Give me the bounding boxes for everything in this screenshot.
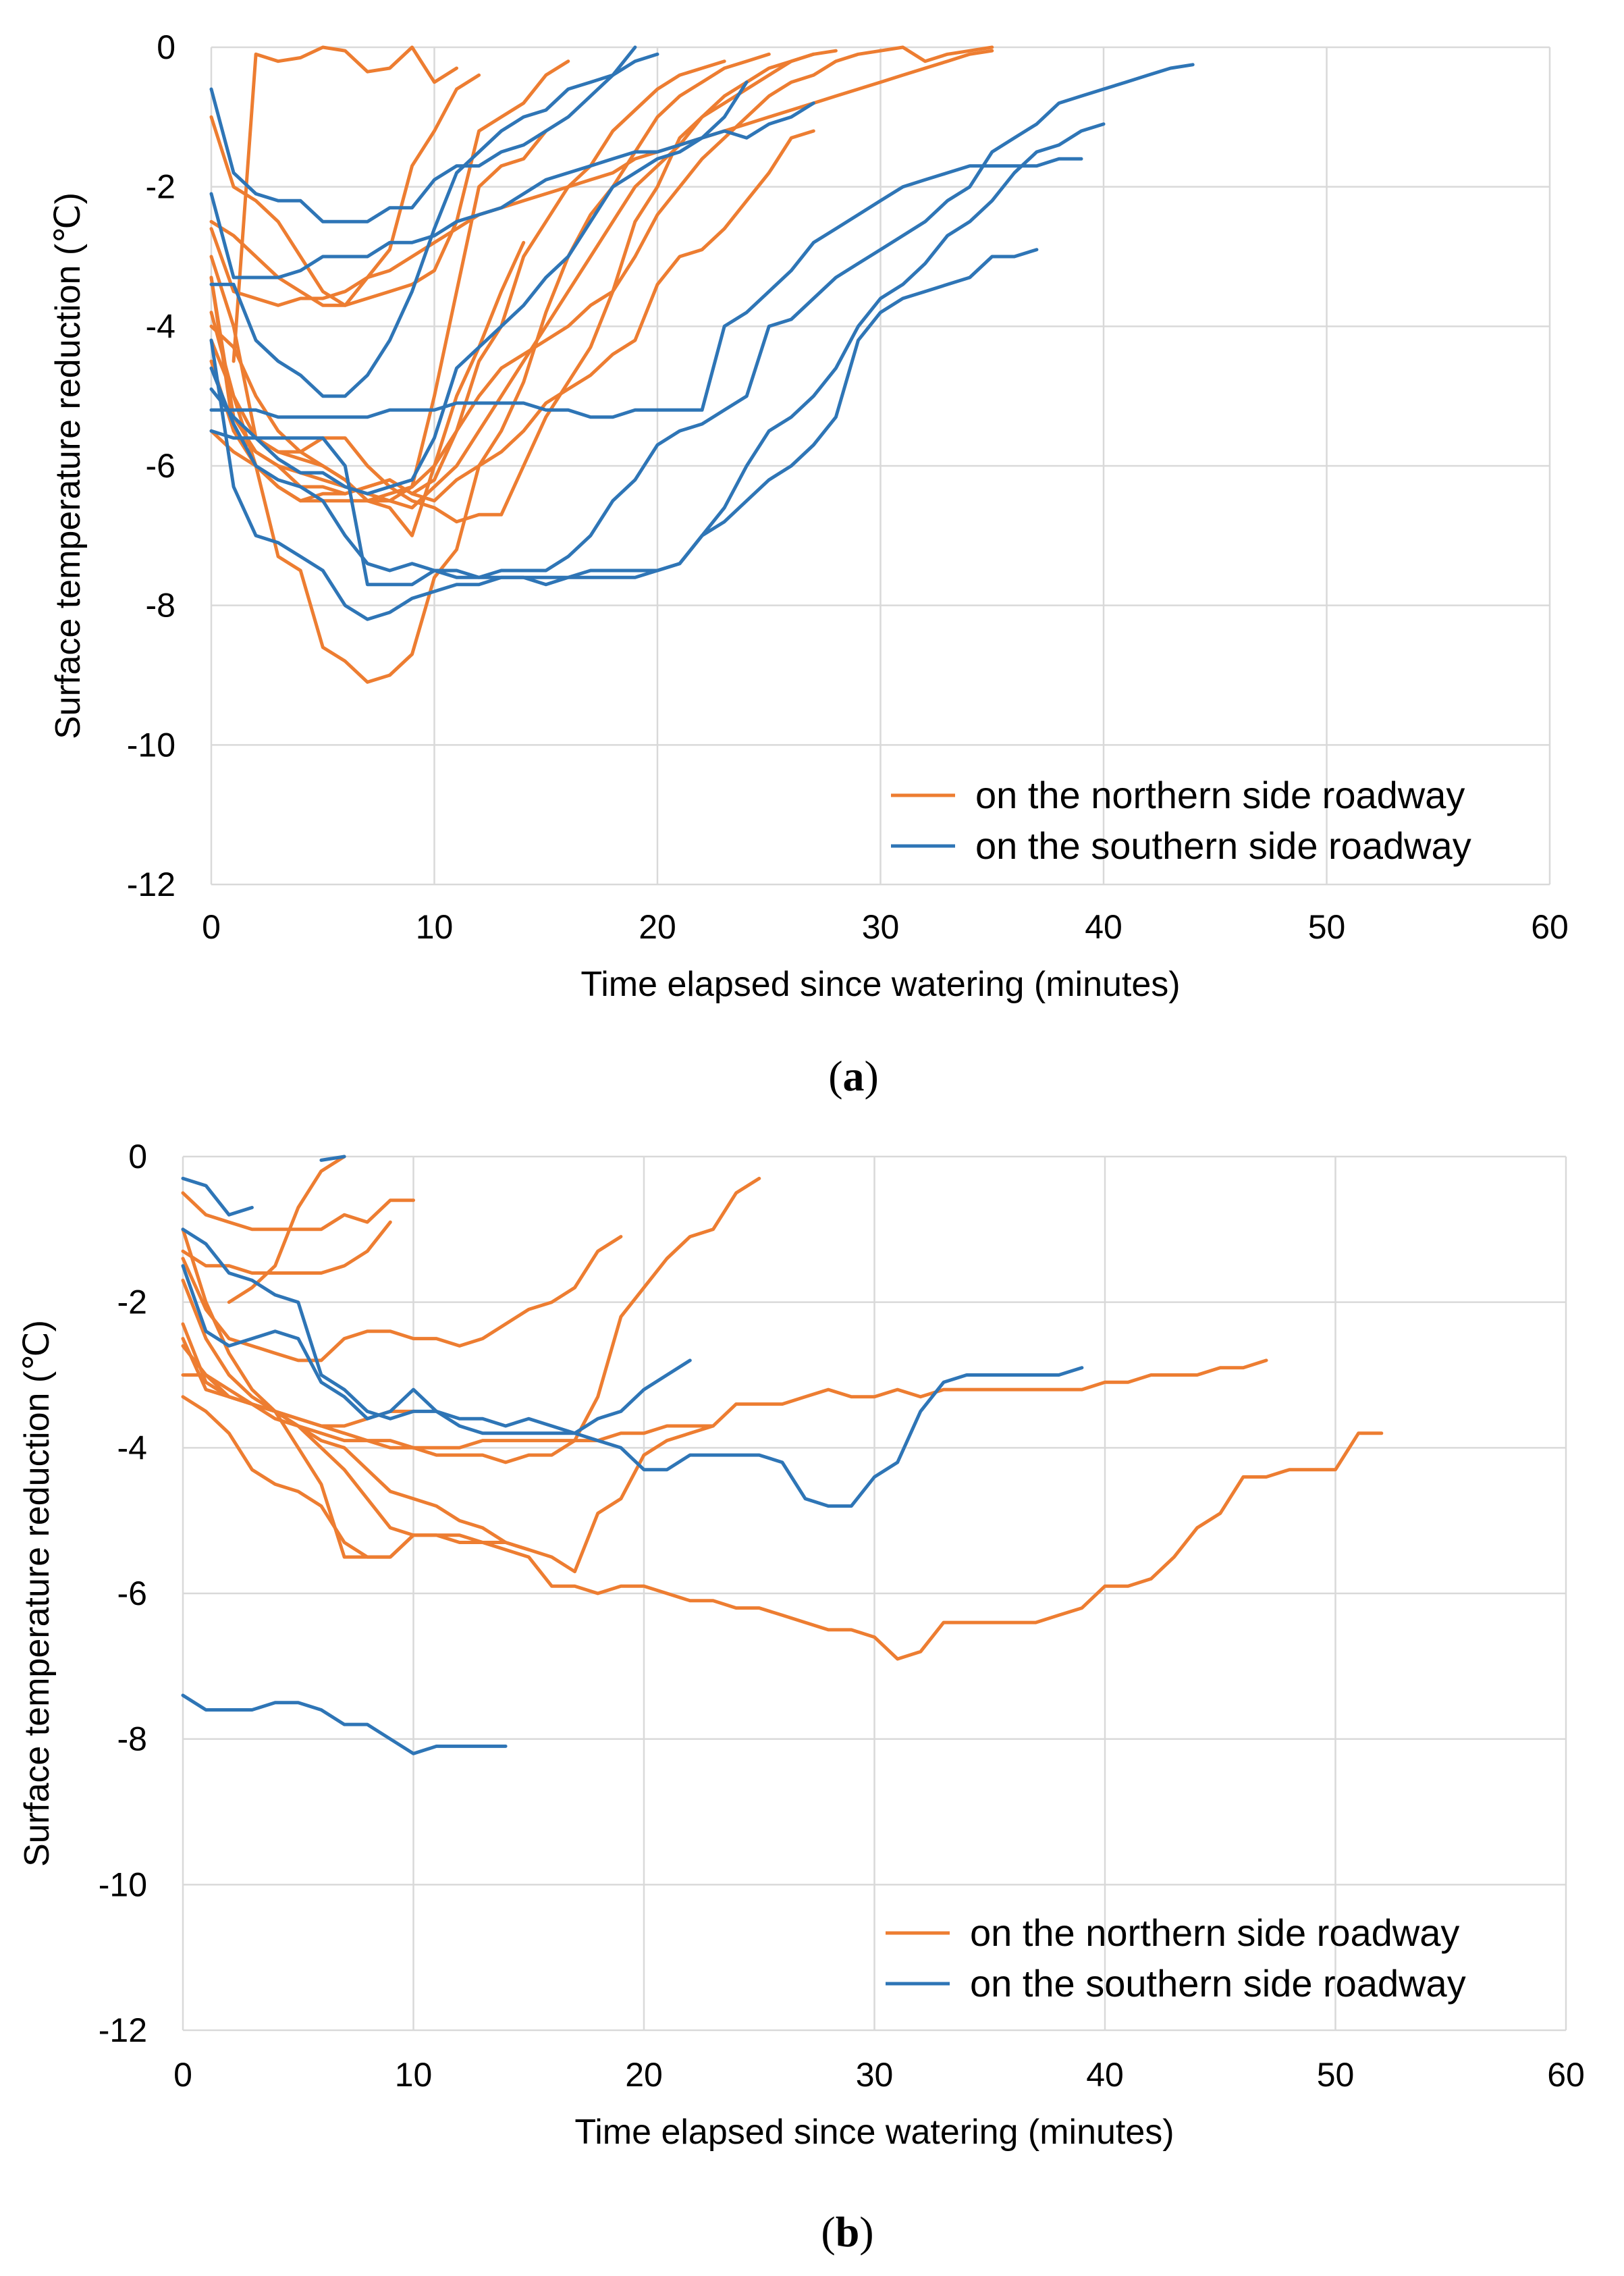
a-series-south-18: [209, 248, 1039, 621]
b-xtick-label: 30: [856, 2056, 894, 2094]
a-series-north-12: [232, 45, 458, 363]
a-series-south-15: [209, 52, 659, 398]
a-series-north-4: [209, 240, 526, 537]
b-series-group: [181, 1155, 1384, 1755]
b-series-south-15: [181, 1264, 1084, 1508]
b-ytick-label: -2: [117, 1283, 147, 1321]
b-legend-label-north: on the northern side roadway: [970, 1911, 1459, 1954]
b-series-north-11: [181, 1344, 531, 1552]
b-xtick-label: 20: [625, 2056, 663, 2094]
a-series-south-20: [209, 80, 749, 496]
b-x-axis-label: Time elapsed since watering (minutes): [574, 2113, 1174, 2152]
a-ytick-label: 0: [157, 28, 175, 66]
a-ytick-label: -8: [146, 587, 175, 625]
a-series-north-11: [209, 49, 994, 307]
a-series-north-5: [209, 52, 815, 524]
a-xtick-label: 20: [639, 908, 676, 946]
a-xtick-label: 10: [416, 908, 454, 946]
a-series-north-10: [209, 45, 994, 503]
b-ytick-label: -8: [117, 1720, 147, 1758]
chart-a: 0 -2 -4 -6 -8 -10 -12 0 10 20 30 40 50 60 Time elapsed…: [49, 28, 1569, 1100]
b-series-north-7: [181, 1176, 761, 1464]
a-x-axis-label: Time elapsed since watering (minutes): [580, 965, 1180, 1004]
a-xtick-label: 30: [862, 908, 900, 946]
b-series-south-12: [181, 1176, 254, 1217]
a-series-north-3: [209, 73, 481, 307]
a-y-axis-label: Surface temperature reduction (℃): [49, 192, 88, 739]
b-xtick-label: 10: [395, 2056, 433, 2094]
a-gridlines: [210, 46, 1551, 886]
b-series-south-13: [319, 1155, 346, 1162]
a-legend: on the northern side roadway on the south…: [891, 774, 1471, 867]
a-legend-label-south: on the southern side roadway: [975, 824, 1471, 867]
a-xtick-label: 60: [1531, 908, 1569, 946]
a-ytick-label: -6: [146, 447, 175, 485]
b-ytick-label: -12: [99, 2011, 147, 2049]
a-series-south-13: [209, 45, 637, 223]
b-xtick-label: 40: [1086, 2056, 1124, 2094]
a-panel-label: (a): [828, 1052, 879, 1100]
a-series-north-7: [209, 52, 771, 684]
a-series-south-14: [209, 101, 815, 280]
a-series-group: [209, 45, 1195, 684]
a-ytick-label: -2: [146, 168, 175, 206]
b-ytick-label: -4: [117, 1429, 147, 1466]
b-panel-label: (b): [821, 2208, 873, 2256]
b-series-north-4: [181, 1235, 623, 1362]
b-xtick-label: 50: [1317, 2056, 1355, 2094]
chart-b: 0 -2 -4 -6 -8 -10 -12 0 10 20 30 40 50 60 Time elapsed…: [18, 1138, 1585, 2256]
a-ytick-label: -10: [127, 726, 175, 764]
a-series-south-16: [209, 157, 1083, 419]
a-series-south-19: [209, 63, 1195, 579]
b-ytick-label: 0: [128, 1138, 147, 1175]
a-xtick-label: 40: [1085, 908, 1122, 946]
a-legend-label-north: on the northern side roadway: [975, 774, 1465, 816]
a-series-north-9: [209, 129, 815, 503]
b-series-north-9: [181, 1395, 415, 1559]
a-xtick-label: 0: [202, 908, 221, 946]
a-series-north-6: [209, 59, 726, 496]
a-ytick-label: -4: [146, 307, 175, 345]
b-legend-label-south: on the southern side roadway: [970, 1962, 1466, 2005]
b-series-north-1: [181, 1191, 415, 1232]
b-xtick-label: 60: [1547, 2056, 1585, 2094]
b-ytick-label: -10: [99, 1865, 147, 1903]
b-ytick-label: -6: [117, 1574, 147, 1612]
a-xtick-label: 50: [1308, 908, 1346, 946]
b-series-north-2: [181, 1220, 392, 1275]
b-series-south-16: [181, 1693, 508, 1755]
b-series-north-3: [227, 1155, 346, 1304]
b-legend: on the northern side roadway on the south…: [886, 1911, 1466, 2005]
b-gridlines: [182, 1155, 1567, 2032]
b-y-axis-label: Surface temperature reduction (℃): [18, 1320, 57, 1867]
a-series-north-8: [209, 49, 838, 510]
a-series-north-2: [209, 59, 570, 307]
b-series-north-8: [181, 1358, 1268, 1450]
a-ytick-label: -12: [127, 866, 175, 903]
b-xtick-label: 0: [173, 2056, 192, 2094]
b-series-north-6: [181, 1278, 1384, 1661]
